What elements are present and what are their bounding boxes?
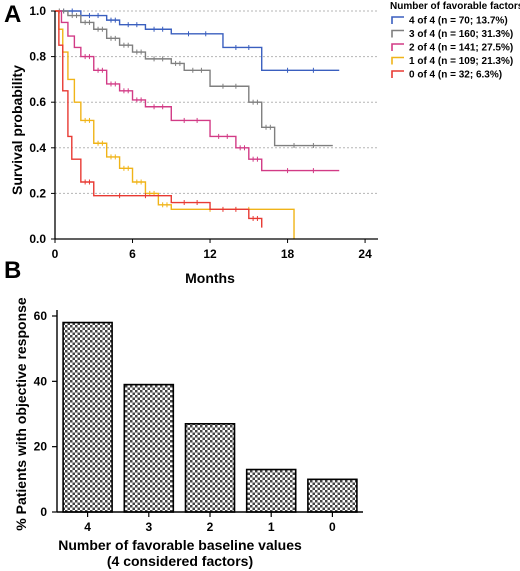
panel-b-y-tick-label: 40 xyxy=(34,374,48,388)
panel-a-series xyxy=(55,8,340,239)
legend-swatch-series-0 xyxy=(391,16,404,24)
km-curve-series-0 xyxy=(55,10,340,71)
panel-a-y-tick-label: 1.0 xyxy=(29,4,46,18)
panel-a-letter: A xyxy=(4,1,21,28)
panel-b: B % Patients with objective response Num… xyxy=(4,257,363,569)
legend-label-series-3: 1 of 4 (n = 109; 21.3%) xyxy=(409,56,513,67)
panel-b-x-tick-label: 0 xyxy=(329,520,336,534)
panel-a-gridlines xyxy=(55,10,378,194)
panel-a-y-tick-label: 0.8 xyxy=(29,50,46,64)
bar-4 xyxy=(62,321,113,513)
panel-b-letter: B xyxy=(4,257,21,284)
legend-label-series-4: 0 of 4 (n = 32; 6.3%) xyxy=(409,70,502,81)
legend-title: Number of favorable factors xyxy=(390,1,520,12)
panel-a-y-tick-label: 0.0 xyxy=(29,232,46,246)
panel-a-x-tick-label: 24 xyxy=(358,247,372,261)
legend-label-series-2: 2 of 4 (n = 141; 27.5%) xyxy=(409,43,513,54)
panel-b-y-tick-label: 60 xyxy=(34,309,48,323)
km-curve-series-3 xyxy=(55,10,295,239)
panel-a-x-tick-label: 12 xyxy=(203,247,217,261)
panel-a-legend: Number of favorable factors 4 of 4 (n = … xyxy=(390,1,520,81)
panel-b-y-axis-title: % Patients with objective response xyxy=(13,297,29,531)
bar-1 xyxy=(245,468,297,513)
panel-a-axes: 0.0 0.2 0.4 0.6 0.8 1.0 0 6 12 18 24 xyxy=(29,4,378,261)
legend-swatch-series-1 xyxy=(391,29,404,38)
panel-a-y-tick-label: 0.4 xyxy=(29,141,46,155)
panel-b-bars xyxy=(62,321,358,513)
panel-b-x-axis-title-line2: (4 considered factors) xyxy=(107,553,253,569)
km-curve-series-4 xyxy=(55,10,263,228)
panel-b-y-tick-label: 0 xyxy=(40,505,47,519)
panel-b-x-axis-title-line1: Number of favorable baseline values xyxy=(58,537,302,553)
panel-a-y-tick-label: 0.2 xyxy=(29,186,46,200)
panel-b-x-tick-label: 2 xyxy=(207,520,214,534)
legend-swatch-series-3 xyxy=(391,56,404,65)
km-curve-series-2 xyxy=(55,10,340,172)
km-curve-series-1 xyxy=(55,10,333,147)
panel-b-y-tick-label: 20 xyxy=(34,440,48,454)
bar-2 xyxy=(184,422,236,513)
panel-b-axes: 0 20 40 60 4 3 2 1 0 xyxy=(34,309,363,534)
legend-swatch-series-2 xyxy=(391,43,404,51)
panel-a-x-tick-label: 18 xyxy=(281,247,295,261)
panel-a-y-tick-label: 0.6 xyxy=(29,95,46,109)
panel-b-x-tick-label: 3 xyxy=(145,520,152,534)
bar-0 xyxy=(307,478,358,513)
panel-a: A Survival probability Months 0.00.20.40… xyxy=(4,1,520,286)
panel-b-x-tick-label: 4 xyxy=(84,520,91,534)
panel-a-x-axis-title: Months xyxy=(185,270,235,286)
panel-a-y-axis-title: Survival probability xyxy=(9,65,25,195)
panel-a-x-tick-label: 6 xyxy=(129,247,136,261)
panel-b-x-tick-label: 1 xyxy=(268,520,275,534)
bar-3 xyxy=(123,383,175,513)
legend-label-series-1: 3 of 4 (n = 160; 31.3%) xyxy=(409,29,513,40)
legend-swatch-series-4 xyxy=(391,70,404,78)
legend-label-series-0: 4 of 4 (n = 70; 13.7%) xyxy=(409,16,508,27)
panel-a-x-tick-label: 0 xyxy=(52,247,59,261)
